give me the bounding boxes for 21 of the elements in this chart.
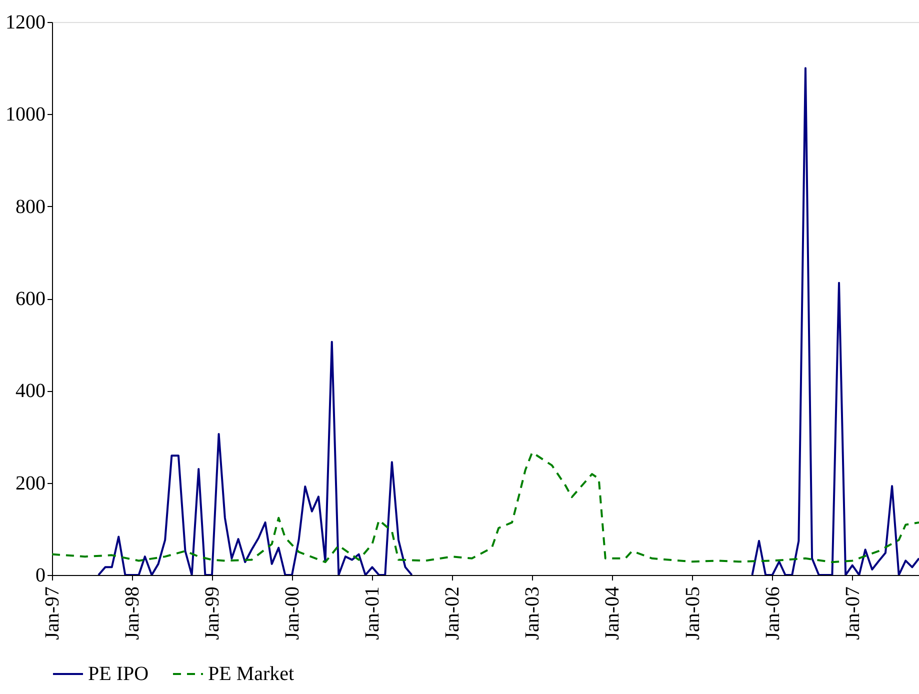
x-tick-label: Jan-06	[762, 586, 784, 640]
x-tick-label: Jan-99	[201, 586, 224, 640]
x-tick-label: Jan-02	[442, 586, 464, 640]
x-tick-label: Jan-07	[842, 586, 864, 640]
y-tick-label: 200	[16, 472, 46, 494]
x-tick-label: Jan-01	[362, 586, 384, 640]
legend-label: PE Market	[208, 663, 295, 685]
x-tick-label: Jan-04	[602, 586, 624, 640]
x-tick-label: Jan-00	[281, 586, 304, 640]
x-tick-label: Jan-97	[42, 586, 64, 640]
y-tick-label: 1000	[6, 104, 46, 126]
y-tick-label: 600	[16, 288, 46, 310]
y-tick-label: 400	[16, 380, 46, 402]
x-tick-label: Jan-03	[522, 586, 544, 640]
legend-label: PE IPO	[88, 663, 149, 685]
x-tick-label: Jan-98	[121, 586, 144, 640]
line-series	[52, 451, 919, 564]
y-tick-label: 1200	[6, 12, 46, 34]
x-tick-label: Jan-05	[682, 586, 704, 640]
y-tick-label: 0	[36, 564, 46, 586]
y-tick-label: 800	[16, 196, 46, 218]
